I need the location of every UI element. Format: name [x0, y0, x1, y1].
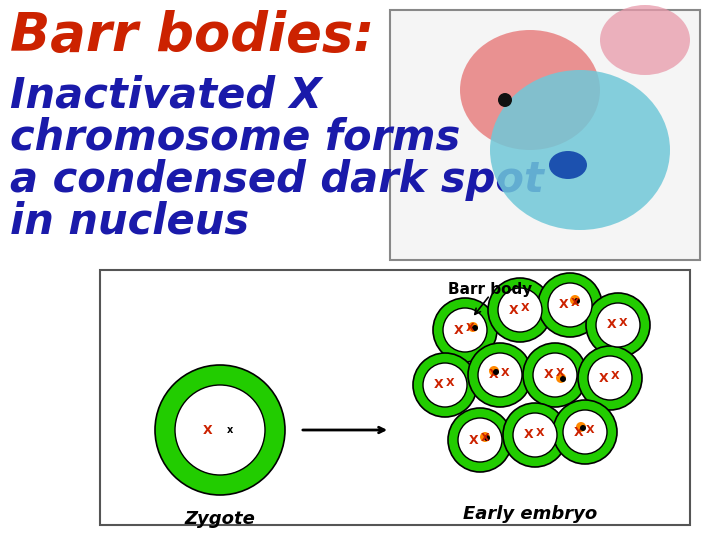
- Text: X: X: [559, 299, 569, 312]
- Circle shape: [578, 346, 642, 410]
- Text: a condensed dark spot: a condensed dark spot: [10, 159, 544, 201]
- Circle shape: [484, 435, 490, 441]
- Text: Barr body: Barr body: [448, 282, 532, 297]
- Text: X: X: [469, 434, 479, 447]
- Circle shape: [533, 353, 577, 397]
- Text: X: X: [434, 379, 444, 392]
- Circle shape: [586, 293, 650, 357]
- Ellipse shape: [490, 70, 670, 230]
- Circle shape: [443, 308, 487, 352]
- Circle shape: [478, 353, 522, 397]
- Text: X: X: [571, 298, 580, 308]
- Text: X: X: [466, 323, 474, 333]
- Circle shape: [556, 373, 566, 383]
- Text: Inactivated X: Inactivated X: [10, 75, 322, 117]
- Text: X: X: [446, 378, 454, 388]
- Circle shape: [523, 343, 587, 407]
- Text: in nucleus: in nucleus: [10, 201, 249, 243]
- Circle shape: [175, 385, 265, 475]
- Circle shape: [580, 425, 586, 431]
- Bar: [390, 10, 700, 260]
- Circle shape: [574, 298, 580, 304]
- Circle shape: [553, 400, 617, 464]
- Circle shape: [489, 366, 499, 376]
- Text: X: X: [454, 323, 464, 336]
- Circle shape: [493, 369, 499, 375]
- Circle shape: [448, 408, 512, 472]
- Text: chromosome forms: chromosome forms: [10, 117, 460, 159]
- Circle shape: [563, 410, 607, 454]
- Ellipse shape: [549, 151, 587, 179]
- Circle shape: [596, 303, 640, 347]
- Circle shape: [570, 295, 580, 305]
- Bar: [100, 270, 690, 525]
- Circle shape: [498, 288, 542, 332]
- Text: Early embryo: Early embryo: [463, 505, 597, 523]
- Circle shape: [413, 353, 477, 417]
- Text: x: x: [227, 425, 233, 435]
- Text: X: X: [481, 433, 490, 443]
- Circle shape: [576, 422, 586, 432]
- Text: X: X: [544, 368, 554, 381]
- Circle shape: [423, 363, 467, 407]
- Circle shape: [548, 283, 592, 327]
- Text: X: X: [500, 368, 509, 378]
- Text: X: X: [599, 372, 609, 384]
- Circle shape: [503, 403, 567, 467]
- Text: X: X: [585, 425, 594, 435]
- Text: X: X: [556, 368, 564, 378]
- Text: X: X: [509, 303, 519, 316]
- Text: X: X: [536, 428, 544, 438]
- Ellipse shape: [460, 30, 600, 150]
- Circle shape: [538, 273, 602, 337]
- Circle shape: [468, 343, 532, 407]
- Text: X: X: [203, 423, 213, 436]
- Text: Zygote: Zygote: [184, 510, 256, 528]
- Text: X: X: [489, 368, 499, 381]
- Circle shape: [468, 322, 478, 332]
- Circle shape: [472, 325, 478, 331]
- Text: X: X: [521, 303, 529, 313]
- Text: X: X: [574, 426, 584, 438]
- Circle shape: [488, 278, 552, 342]
- Circle shape: [498, 93, 512, 107]
- Text: X: X: [524, 429, 534, 442]
- Text: X: X: [618, 318, 627, 328]
- Circle shape: [560, 376, 566, 382]
- Text: Barr bodies:: Barr bodies:: [10, 10, 374, 62]
- Ellipse shape: [600, 5, 690, 75]
- Circle shape: [480, 432, 490, 442]
- Circle shape: [458, 418, 502, 462]
- Circle shape: [155, 365, 285, 495]
- Text: X: X: [607, 319, 617, 332]
- Circle shape: [513, 413, 557, 457]
- Circle shape: [588, 356, 632, 400]
- Text: X: X: [611, 371, 619, 381]
- Circle shape: [433, 298, 497, 362]
